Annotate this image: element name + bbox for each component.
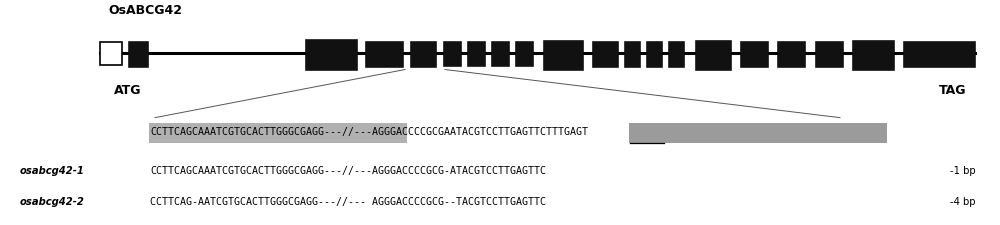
Bar [668,42,684,68]
Text: CCTTCAG-AATCGTGCACTTGGGCGAGG---//--- AGGGACCCCGCG--TACGTCCTTGAGTTC: CCTTCAG-AATCGTGCACTTGGGCGAGG---//--- AGG… [150,196,546,206]
Bar [149,124,407,143]
Text: ATG: ATG [114,83,142,97]
Text: osabcg42-2: osabcg42-2 [20,196,85,206]
Bar [128,42,148,68]
Bar [305,40,357,70]
Bar [646,42,662,68]
Text: OsABCG42: OsABCG42 [108,4,182,17]
Bar [410,42,436,68]
Bar [365,42,403,68]
Bar [467,42,485,67]
Bar [543,41,583,70]
Bar [852,41,894,70]
Text: -4 bp: -4 bp [950,196,976,206]
Bar [443,42,461,67]
Bar [100,43,122,65]
Bar [491,42,509,67]
Bar [815,42,843,68]
Bar [592,42,618,68]
Bar [777,42,805,68]
Bar [740,42,768,68]
Text: CCTTCAGCAAATCGTGCACTTGGGCGAGG---//---AGGGACCCCGCGAATACGTCCTTGAGTTCTTTGAGT: CCTTCAGCAAATCGTGCACTTGGGCGAGG---//---AGG… [150,127,588,137]
Bar [624,42,640,68]
Bar [695,41,731,70]
Text: CCTTCAGCAAATCGTGCACTTGGGCGAGG---//---AGGGACCCCGCG-ATACGTCCTTGAGTTC: CCTTCAGCAAATCGTGCACTTGGGCGAGG---//---AGG… [150,165,546,175]
Bar [629,124,887,143]
Bar [515,42,533,67]
Bar [903,42,975,68]
Text: TAG: TAG [939,83,967,97]
Text: -1 bp: -1 bp [950,165,976,175]
Text: osabcg42-1: osabcg42-1 [20,165,85,175]
